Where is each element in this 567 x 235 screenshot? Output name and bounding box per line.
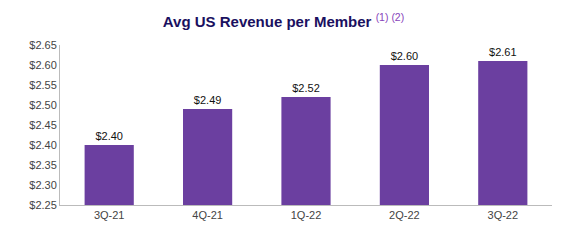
svg-text:Avg US Revenue per Member ​(1): Avg US Revenue per Member ​(1) (2)​: [163, 11, 404, 30]
svg-text:3Q-22: 3Q-22: [488, 209, 519, 221]
svg-text:$2.61: $2.61: [489, 46, 517, 58]
svg-text:$2.65: $2.65: [29, 39, 57, 51]
svg-text:$2.30: $2.30: [29, 179, 57, 191]
svg-text:$2.40: $2.40: [29, 139, 57, 151]
svg-text:$2.55: $2.55: [29, 79, 57, 91]
svg-text:3Q-21: 3Q-21: [94, 209, 125, 221]
svg-text:$2.45: $2.45: [29, 119, 57, 131]
svg-text:$2.52: $2.52: [292, 82, 320, 94]
svg-text:1Q-22: 1Q-22: [291, 209, 322, 221]
svg-text:$2.50: $2.50: [29, 99, 57, 111]
svg-text:$2.49: $2.49: [194, 94, 222, 106]
svg-text:4Q-21: 4Q-21: [192, 209, 223, 221]
svg-text:$2.60: $2.60: [391, 50, 419, 62]
svg-text:2Q-22: 2Q-22: [389, 209, 420, 221]
svg-text:$2.60: $2.60: [29, 59, 57, 71]
svg-text:$2.35: $2.35: [29, 159, 57, 171]
svg-text:$2.40: $2.40: [95, 130, 123, 142]
svg-text:$2.25: $2.25: [29, 199, 57, 211]
